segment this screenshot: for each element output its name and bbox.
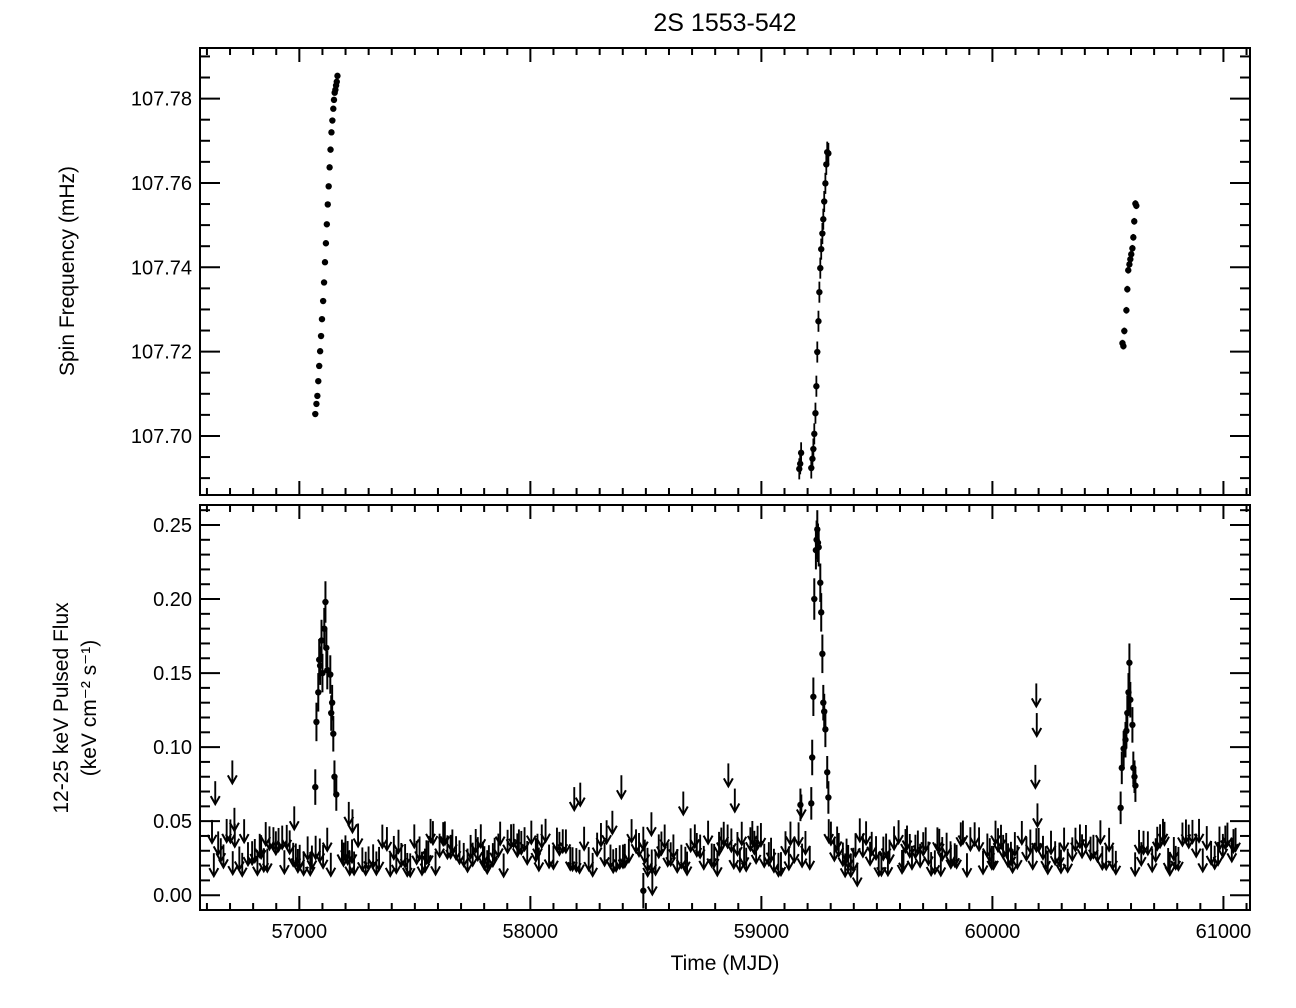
spin-outburst-2024 bbox=[1119, 200, 1140, 350]
spin-outburst-2021 bbox=[796, 141, 832, 480]
y-ticks bbox=[200, 55, 1250, 480]
spin-frequency-frame: 107.70 107.72 107.74 107.76 107.78 bbox=[131, 47, 1251, 496]
flux-outburst-2021 bbox=[797, 510, 832, 822]
time-axis-label: Time (MJD) bbox=[671, 952, 780, 975]
x-ticks bbox=[205, 48, 1248, 495]
flux-outburst-2024 bbox=[1117, 643, 1139, 825]
y-tick-labels: 0.00 0.05 0.10 0.15 0.20 0.25 bbox=[153, 515, 192, 907]
spin-frequency-axis-label: Spin Frequency (mHz) bbox=[56, 166, 79, 376]
tick-label: 58000 bbox=[503, 921, 559, 943]
flux-outburst-2015 bbox=[312, 581, 340, 811]
tick-label: 107.74 bbox=[131, 257, 192, 279]
chart-title: 2S 1553-542 bbox=[653, 9, 796, 37]
y-ticks bbox=[200, 509, 1250, 911]
tick-label: 59000 bbox=[734, 921, 790, 943]
spin-outburst-2015 bbox=[312, 72, 341, 418]
tick-label: 57000 bbox=[272, 921, 328, 943]
tick-label: 0.15 bbox=[153, 663, 192, 685]
tick-label: 107.70 bbox=[131, 426, 192, 448]
x-tick-labels: 57000 58000 59000 60000 61000 bbox=[272, 921, 1252, 943]
tick-label: 107.76 bbox=[131, 173, 192, 195]
tick-label: 0.20 bbox=[153, 589, 192, 611]
tick-label: 61000 bbox=[1196, 921, 1252, 943]
tick-label: 107.72 bbox=[131, 342, 192, 364]
tick-label: 0.05 bbox=[153, 811, 192, 833]
flux-axis-label-line1: 12-25 keV Pulsed Flux bbox=[50, 602, 73, 814]
tick-label: 0.10 bbox=[153, 737, 192, 759]
y-tick-labels: 107.70 107.72 107.74 107.76 107.78 bbox=[131, 89, 192, 448]
x-ticks bbox=[205, 505, 1248, 910]
tick-label: 107.78 bbox=[131, 89, 192, 111]
tick-label: 60000 bbox=[965, 921, 1021, 943]
upper-limit-band bbox=[206, 818, 1241, 879]
tick-label: 0.00 bbox=[153, 885, 192, 907]
flux-faint-detection bbox=[640, 872, 647, 909]
flux-axis-label-line2: (keV cm⁻² s⁻¹) bbox=[78, 640, 101, 777]
pulsed-flux-frame: 0.00 0.05 0.10 0.15 0.20 0.25 bbox=[153, 504, 1251, 911]
tick-label: 0.25 bbox=[153, 515, 192, 537]
